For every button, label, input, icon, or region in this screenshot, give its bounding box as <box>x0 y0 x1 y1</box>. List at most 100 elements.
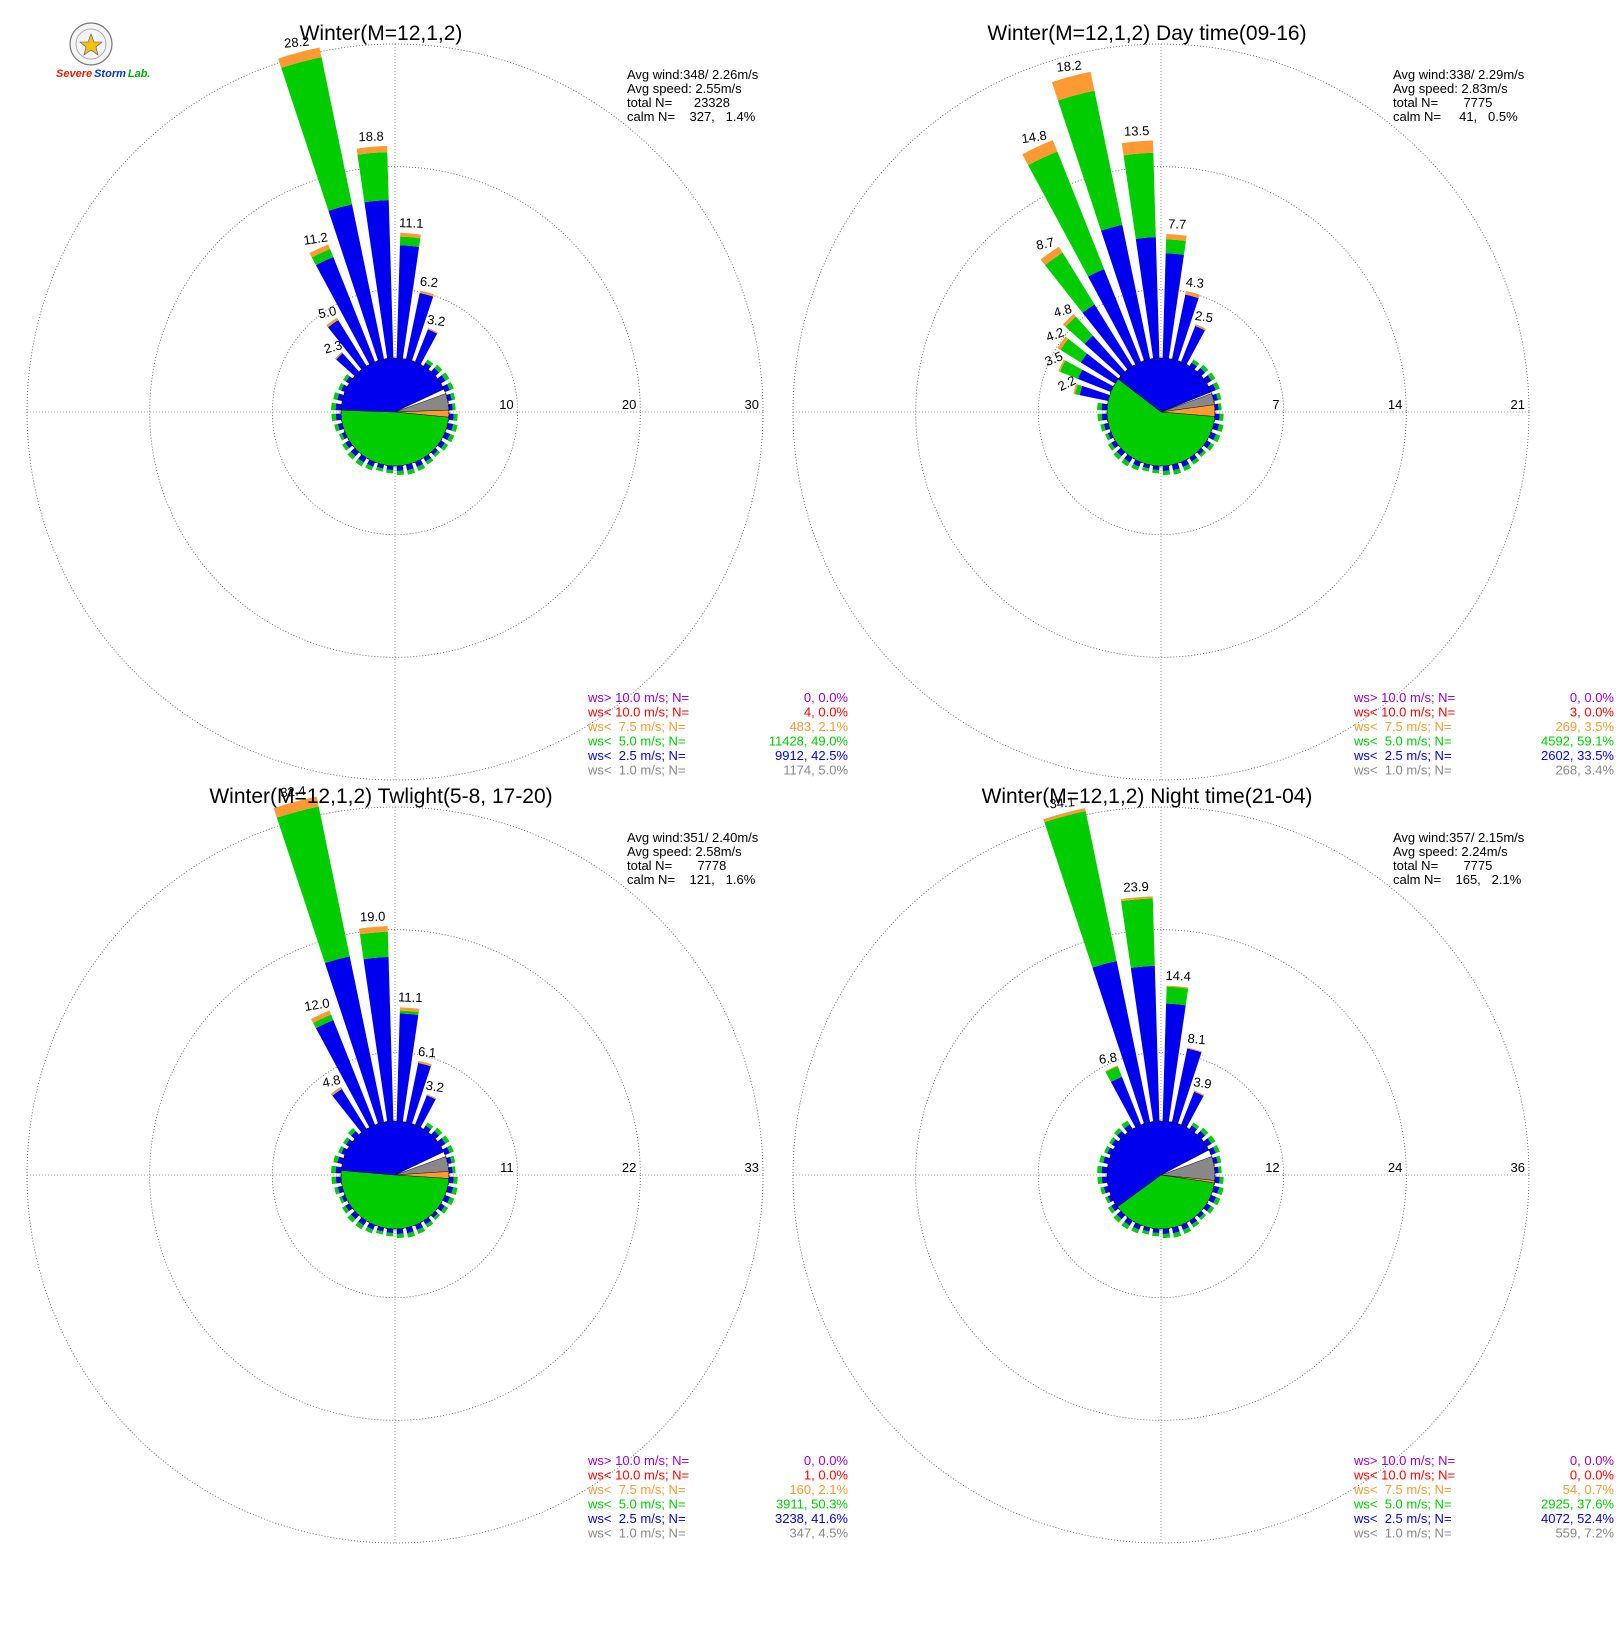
grid-ring-2 <box>149 166 641 658</box>
petal-segment-lt2_5 <box>1082 304 1133 370</box>
fringe-bar-blue <box>430 1210 438 1218</box>
petal-segment-lt5 <box>399 236 421 247</box>
petal-value-label: 4.2 <box>1044 324 1066 344</box>
legend-label: ws< 5.0 m/s; N= <box>1353 1497 1452 1512</box>
petal-segment-lt5 <box>281 57 353 211</box>
legend-label: ws< 7.5 m/s; N= <box>587 1482 686 1497</box>
legend-value: 4592, 59.1% <box>1541 734 1614 749</box>
fringe-bar-green <box>425 1220 434 1228</box>
ring-tick-label: 7 <box>1272 397 1279 412</box>
fringe-bar-blue <box>1189 1125 1198 1133</box>
fringe-bar-green <box>441 372 450 381</box>
fringe-bar-green <box>338 1145 344 1154</box>
legend-label: ws< 7.5 m/s; N= <box>1353 719 1452 734</box>
fringe-bar-blue <box>1103 1156 1110 1165</box>
legend-value: 9912, 42.5% <box>775 748 848 763</box>
avg-speed-text: Avg speed: 2.83m/s <box>1393 81 1508 96</box>
petal-segment-lt7_5 <box>1120 896 1153 902</box>
fringe-bar-green <box>386 1232 394 1237</box>
fringe-bar-green <box>396 1233 405 1239</box>
fringe-bar-green <box>1191 1220 1200 1228</box>
fringe-bar-green <box>338 382 344 391</box>
petal-segment-lt2_5 <box>1077 369 1114 393</box>
legend-label: ws< 10.0 m/s; N= <box>587 705 689 720</box>
fringe-bar-green <box>331 413 337 422</box>
wind-rose-panel-2: 7 14 21 18.2 14.8 13.5 7.7 4.3 2.5 8.7 4.8 4.2 3.5 2.… <box>792 22 1615 781</box>
legend-label: ws> 10.0 m/s; N= <box>1353 690 1455 705</box>
fringe-bar-blue <box>350 1130 360 1140</box>
petal-segment-lt7_5 <box>418 1060 432 1067</box>
grid-ring-1 <box>271 1051 519 1299</box>
fringe-bar-green <box>331 402 337 411</box>
fringe-bar-green <box>425 359 434 367</box>
petal-value-label: 3.2 <box>426 312 446 330</box>
fringe-bar-blue <box>1214 403 1219 411</box>
legend-label: ws< 1.0 m/s; N= <box>587 1526 686 1541</box>
fringe-bar-green <box>1107 442 1116 451</box>
fringe-bar-blue <box>396 1228 404 1235</box>
fringe-bar-green <box>1152 1232 1160 1237</box>
legend-label: ws< 5.0 m/s; N= <box>587 734 686 749</box>
legend-value: 4072, 52.4% <box>1541 1511 1614 1526</box>
calm-circle <box>1106 1120 1216 1230</box>
petal-segment-lt5 <box>357 152 389 203</box>
petal-segment-lt5 <box>1044 252 1095 313</box>
petal-segment-lt5 <box>1044 811 1117 968</box>
logo-text: Severe Storm Lab. <box>56 68 151 80</box>
fringe-bar-blue <box>1111 1203 1119 1212</box>
fringe-bar-blue <box>358 454 367 463</box>
fringe-bar-blue <box>1214 413 1220 421</box>
fringe-bar-green <box>1099 1155 1105 1164</box>
fringe-bar-blue <box>1124 454 1133 463</box>
fringe-bar-blue <box>1101 403 1108 411</box>
legend-value: 269, 3.5% <box>1555 719 1614 734</box>
legend-label: ws< 5.0 m/s; N= <box>1353 734 1452 749</box>
ring-tick-label: 22 <box>622 1160 636 1175</box>
fringe-bar-green <box>1152 469 1160 474</box>
legend-value: 3, 0.0% <box>1570 705 1615 720</box>
fringe-bar-green <box>1141 1229 1150 1235</box>
fringe-bar-green <box>1100 1186 1106 1195</box>
petal-segment-lt7_5 <box>1057 336 1069 350</box>
petal-segment-lt5 <box>399 1010 419 1015</box>
fringe-bar-blue <box>423 1125 432 1133</box>
fringe-bar-green <box>1107 1205 1116 1214</box>
legend-label: ws< 1.0 m/s; N= <box>587 763 686 778</box>
petal-segment-lt2_5 <box>326 318 367 370</box>
fringe-bar-green <box>347 451 356 460</box>
fringe-bar-blue <box>1171 1226 1180 1234</box>
fringe-bar-green <box>1218 1166 1222 1174</box>
petal-value-label: 12.0 <box>303 995 330 1014</box>
legend-value: 4, 0.0% <box>804 705 849 720</box>
fringe-bar-green <box>334 423 340 432</box>
legend-label: ws< 10.0 m/s; N= <box>1353 1468 1455 1483</box>
fringe-bar-blue <box>1133 1222 1142 1230</box>
fringe-bar-green <box>1173 1231 1182 1238</box>
legend-value: 11428, 49.0% <box>769 734 849 749</box>
fringe-bar-green <box>452 1166 456 1174</box>
fringe-bar-blue <box>437 440 445 449</box>
petal-value-label: 11.1 <box>398 989 423 1005</box>
petal-value-label: 19.0 <box>360 909 386 925</box>
fringe-bar-blue <box>437 1138 446 1147</box>
avg-wind-text: Avg wind:351/ 2.40m/s <box>627 830 759 845</box>
petal-value-label: 7.7 <box>1168 216 1187 232</box>
wind-rose-panel-3: 11 22 33 32.4 19.0 11.1 6.1 3.2 12.0 4.8 Winter(M=… <box>26 783 848 1544</box>
petal-segment-lt2_5 <box>1101 224 1151 361</box>
fringe-bar-green <box>1219 1176 1224 1185</box>
grid-ring-1 <box>1037 1051 1285 1299</box>
fringe-bar-blue <box>1133 459 1142 467</box>
fringe-bar-green <box>433 450 441 458</box>
fringe-bar-green <box>334 1186 340 1195</box>
petal-segment-lt5 <box>1075 384 1083 396</box>
fringe-bar-green <box>1097 1176 1103 1185</box>
petal-segment-lt7_5 <box>1043 808 1086 823</box>
fringe-bar-green <box>1213 381 1220 391</box>
fringe-bar-green <box>1216 1155 1222 1164</box>
petal-value-label: 6.2 <box>419 274 438 291</box>
legend-value: 0, 0.0% <box>1570 690 1615 705</box>
petal-segment-lt7_5 <box>1166 233 1187 241</box>
legend-value: 3911, 50.3% <box>776 1497 848 1512</box>
legend-value: 160, 2.1% <box>789 1482 848 1497</box>
fringe-bar-green <box>416 464 426 471</box>
